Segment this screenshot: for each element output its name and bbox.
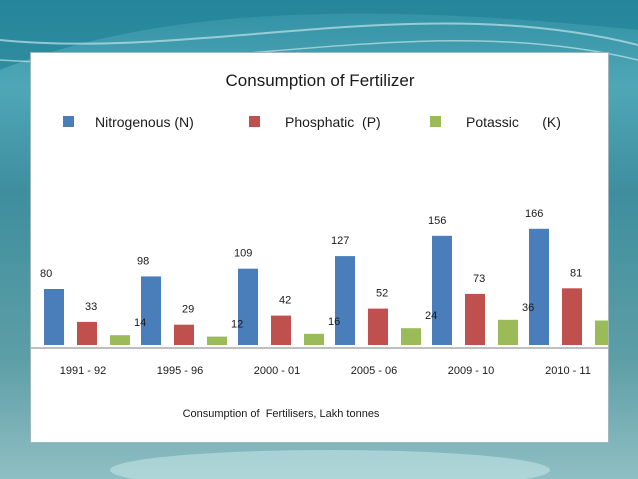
bar-k-3 [401, 328, 421, 345]
bar-p-5 [562, 288, 582, 345]
data-label-p-3: 52 [376, 288, 388, 300]
data-label-k-1: 12 [231, 319, 243, 331]
data-label-p-5: 81 [570, 267, 582, 279]
legend-label-n: Nitrogenous (N) [95, 114, 194, 130]
data-label-k-4: 36 [522, 302, 534, 314]
chart-title: Consumption of Fertilizer [226, 71, 415, 90]
data-label-n-1: 98 [137, 255, 149, 267]
legend-swatch-p [249, 116, 260, 127]
category-label-1: 1995 - 96 [157, 365, 203, 377]
data-label-p-4: 73 [473, 273, 485, 285]
bar-k-0 [110, 335, 130, 345]
legend-swatch-n [63, 116, 74, 127]
data-label-n-3: 127 [331, 235, 349, 247]
bar-k-4 [498, 319, 518, 345]
data-label-p-0: 33 [85, 301, 97, 313]
data-label-n-2: 109 [234, 248, 252, 260]
category-labels-group: 1991 - 92 1995 - 96 2000 - 01 2005 - 06 2009… [60, 365, 591, 377]
bar-n-4 [432, 235, 452, 345]
bar-p-1 [174, 324, 194, 345]
bar-n-1 [141, 276, 161, 345]
bar-k-5 [595, 320, 608, 345]
category-label-0: 1991 - 92 [60, 365, 106, 377]
data-label-n-0: 80 [40, 268, 52, 280]
data-label-p-1: 29 [182, 304, 194, 316]
bar-p-0 [77, 321, 97, 345]
legend: Nitrogenous (N) Phosphatic (P) Potassic … [63, 114, 561, 130]
category-label-5: 2010 - 11 [545, 365, 591, 377]
legend-swatch-k [430, 116, 441, 127]
legend-label-p: Phosphatic (P) [285, 114, 381, 130]
data-label-k-2: 16 [328, 316, 340, 328]
data-label-k-3: 24 [425, 310, 437, 322]
data-label-k-0: 14 [134, 317, 146, 329]
category-label-4: 2009 - 10 [448, 365, 494, 377]
bar-p-4 [465, 293, 485, 345]
bar-k-1 [207, 336, 227, 345]
bar-n-3 [335, 256, 355, 345]
bar-n-2 [238, 268, 258, 345]
bar-p-3 [368, 308, 388, 345]
data-label-n-5: 166 [525, 208, 543, 220]
data-labels-group: 8033149829121094216127522415673361668135 [40, 208, 582, 331]
bar-p-2 [271, 315, 291, 345]
chart-caption: Consumption of Fertilisers, Lakh tonnes [183, 408, 380, 420]
category-label-3: 2005 - 06 [351, 365, 397, 377]
bars-group [44, 228, 608, 345]
bar-n-0 [44, 289, 64, 345]
data-label-p-2: 42 [279, 295, 291, 307]
legend-label-k: Potassic (K) [466, 114, 561, 130]
bar-k-2 [304, 333, 324, 345]
data-label-n-4: 156 [428, 215, 446, 227]
fertilizer-bar-chart: Consumption of Fertilizer Nitrogenous (N… [31, 71, 608, 420]
category-label-2: 2000 - 01 [254, 365, 300, 377]
bar-n-5 [529, 228, 549, 345]
chart-panel: Consumption of Fertilizer Nitrogenous (N… [30, 52, 609, 443]
